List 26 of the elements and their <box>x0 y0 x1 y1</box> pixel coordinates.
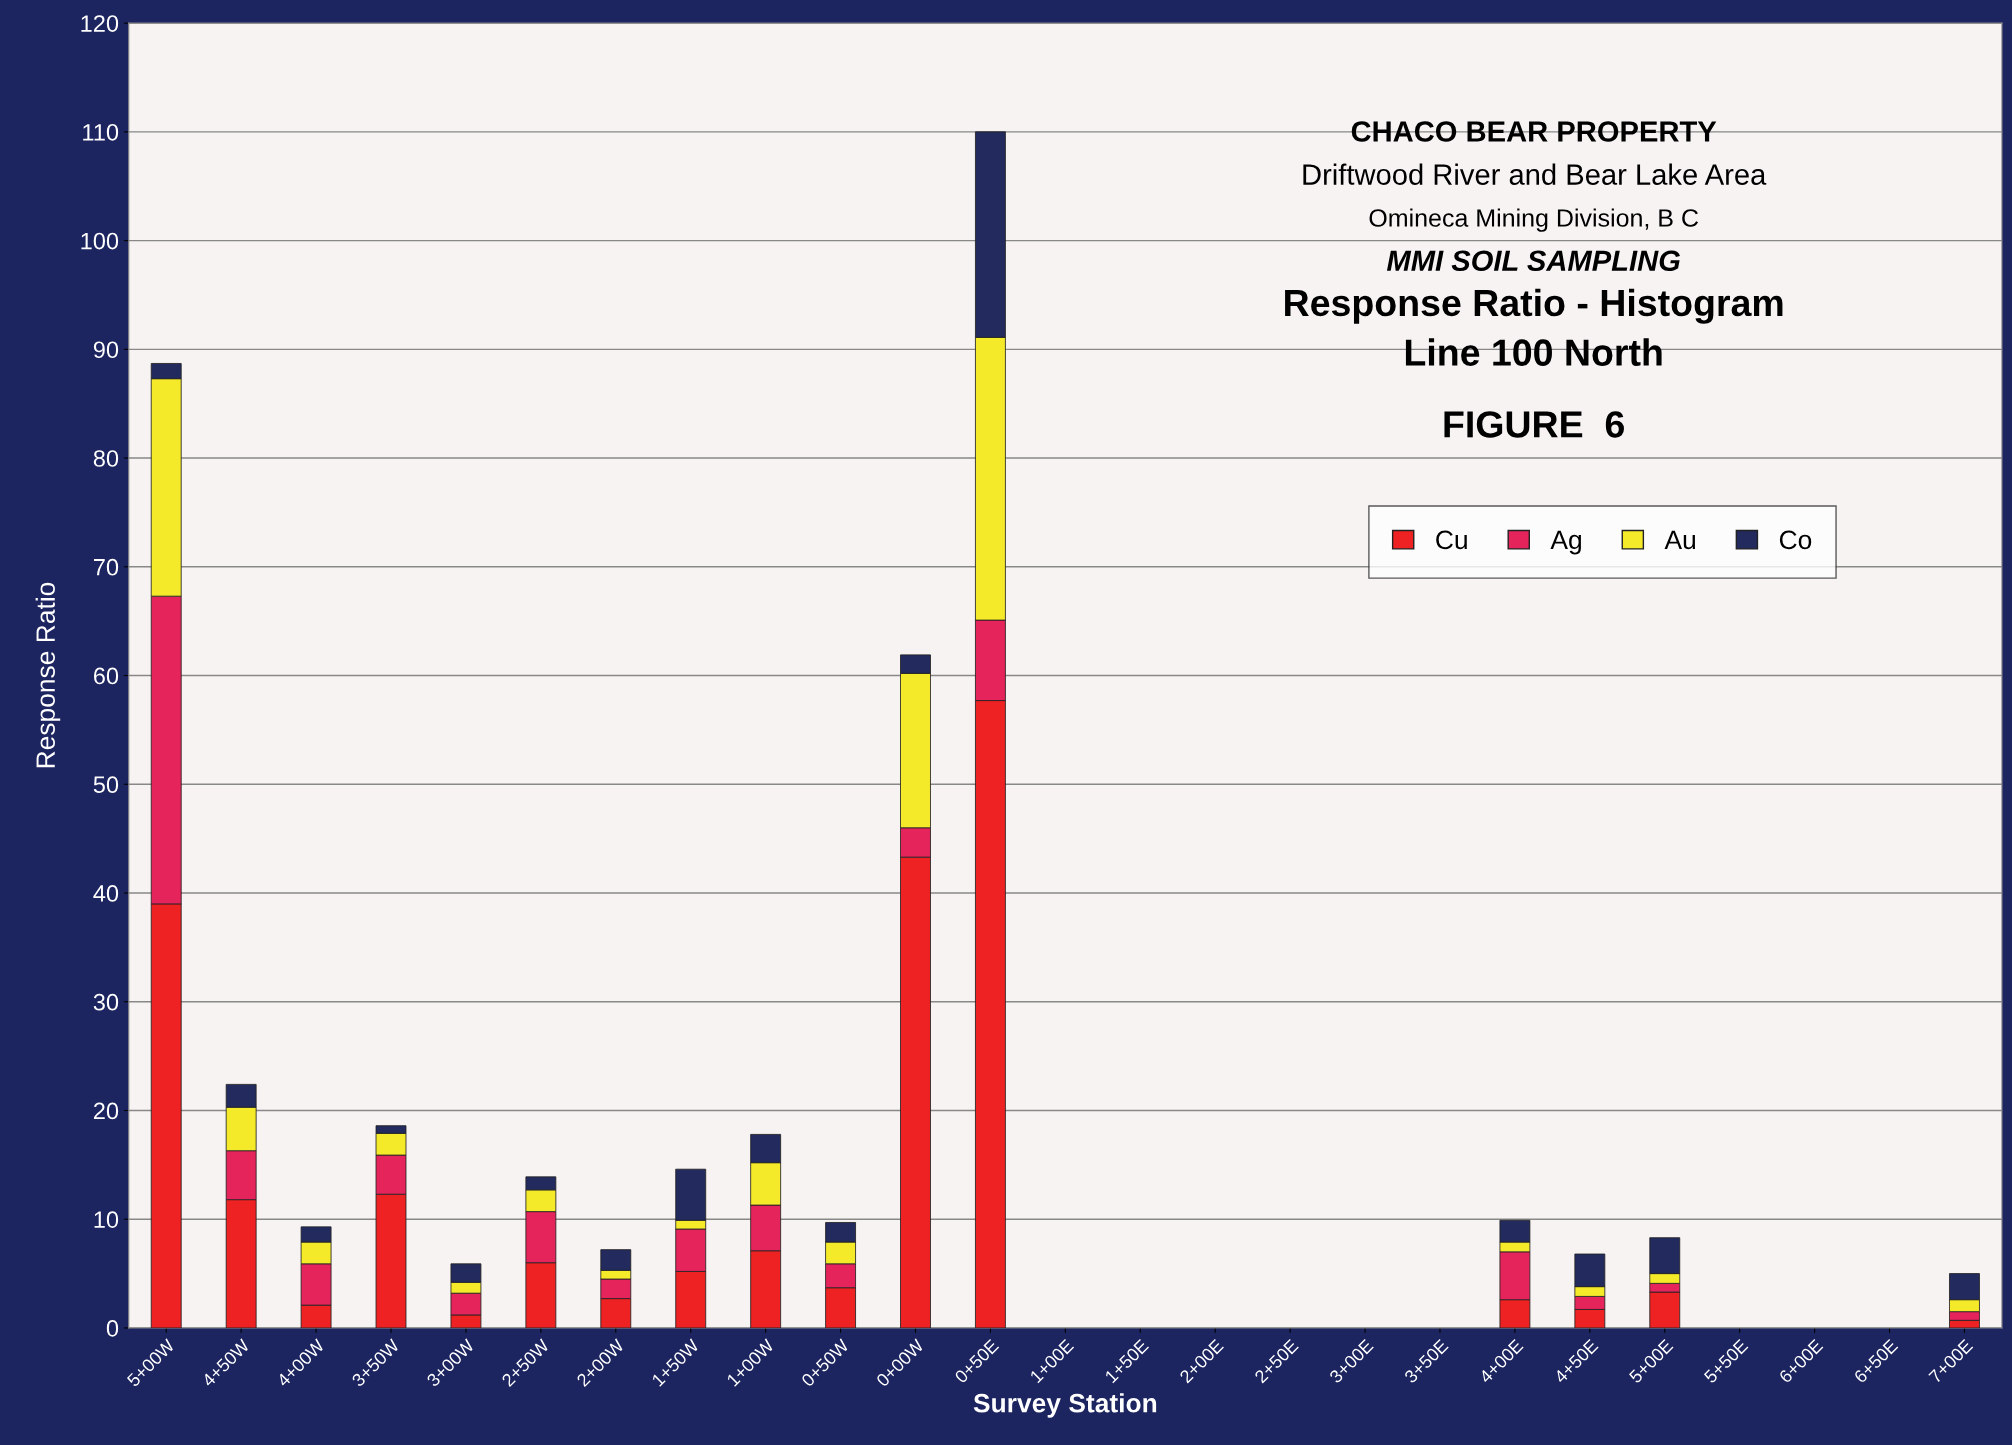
y-tick-label: 90 <box>93 341 119 359</box>
y-tick-label: 70 <box>94 558 119 576</box>
y-tick-label: 80 <box>93 450 119 467</box>
annotation: MMI SOIL SAMPLING <box>1386 250 1680 272</box>
x-axis-title: Survey Station <box>973 1393 1157 1418</box>
legend-label: Cu <box>1436 530 1467 550</box>
text: Line 100 North <box>1405 338 1662 366</box>
text: Response Ratio - Histogram <box>1285 288 1783 324</box>
annotation: FIGURE 6 <box>1444 411 1624 438</box>
legend-label: Co <box>1779 530 1812 550</box>
y-tick-label: 120 <box>81 15 119 32</box>
y-tick-label: 110 <box>83 123 119 141</box>
legend-label: Au <box>1664 530 1696 550</box>
annotation: Driftwood River and Bear Lake Area <box>1303 163 1767 185</box>
y-tick-label: 100 <box>81 232 119 250</box>
y-tick-label: 50 <box>93 776 119 794</box>
legend-label: Ag <box>1550 530 1581 555</box>
y-tick-label: 20 <box>93 1102 119 1120</box>
y-tick-label: 30 <box>93 993 119 1011</box>
y-tick-label: 10 <box>94 1211 119 1229</box>
y-tick-label: 40 <box>93 885 119 902</box>
y-tick-label: 60 <box>93 667 119 685</box>
annotation: CHACO BEAR PROPERTY <box>1351 121 1717 142</box>
annotation: Omineca Mining Division, B C <box>1369 208 1699 232</box>
y-tick-label: 0 <box>106 1320 119 1337</box>
y-axis-title: Response Ratio <box>35 582 61 768</box>
